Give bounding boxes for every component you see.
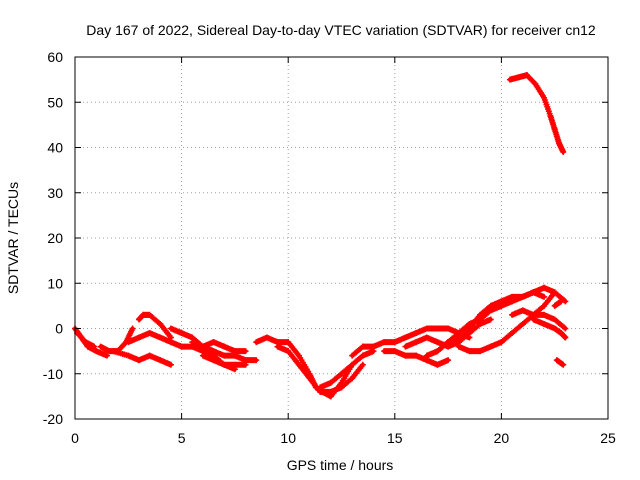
data-point (551, 289, 558, 296)
data-point (562, 334, 569, 341)
tick-layer: 0 5 10 15 20 25 -20 -10 0 10 20 30 40 50 60 (43, 49, 616, 446)
data-point (558, 298, 565, 305)
data-series-track-i (199, 352, 249, 368)
x-axis-title: GPS time / hours (287, 457, 394, 473)
data-point (167, 361, 174, 368)
grid-layer (75, 57, 608, 419)
y-tick-label: -20 (43, 411, 63, 427)
chart-title: Day 167 of 2022, Sidereal Day-to-day VTE… (86, 22, 596, 38)
data-series-track-o (381, 348, 452, 368)
data-point (359, 361, 366, 368)
data-point (129, 325, 136, 332)
x-tick-label: 10 (280, 430, 296, 446)
data-point (560, 361, 567, 368)
data-point (560, 149, 567, 156)
data-series-track-m (327, 361, 366, 395)
y-tick-label: 20 (47, 230, 63, 246)
y-tick-label: 10 (47, 275, 63, 291)
data-series-track-v (551, 298, 565, 309)
y-tick-label: -10 (43, 366, 63, 382)
x-tick-label: 20 (494, 430, 510, 446)
x-tick-label: 15 (387, 430, 403, 446)
data-point (445, 357, 452, 364)
y-tick-label: 60 (47, 49, 63, 65)
data-point (91, 343, 98, 350)
data-series-track-x (506, 72, 567, 156)
y-tick-label: 40 (47, 140, 63, 156)
y-tick-label: 0 (55, 321, 63, 337)
y-tick-label: 30 (47, 185, 63, 201)
data-series-track-u (530, 316, 569, 341)
data-point (242, 348, 249, 355)
x-tick-label: 0 (71, 430, 79, 446)
data-series-track-l (317, 348, 377, 391)
data-point (103, 352, 110, 359)
data-series-track-e (135, 311, 174, 341)
data-layer (72, 72, 569, 400)
data-point (487, 316, 494, 323)
x-tick-label: 5 (178, 430, 186, 446)
data-point (242, 361, 249, 368)
data-series-track-b (74, 330, 98, 350)
y-tick-label: 50 (47, 94, 63, 110)
data-series-track-f (110, 348, 174, 368)
data-point (562, 325, 569, 332)
data-point (541, 293, 548, 300)
data-series-track-p (402, 316, 494, 350)
data-series-track-t (509, 307, 569, 332)
y-axis-title: SDTVAR / TECUs (5, 182, 21, 294)
x-tick-label: 25 (600, 430, 616, 446)
data-series-track-w (553, 357, 567, 368)
data-point (167, 334, 174, 341)
data-point (253, 357, 260, 364)
data-series-track-h (189, 339, 249, 355)
data-series-track-r (434, 289, 548, 355)
